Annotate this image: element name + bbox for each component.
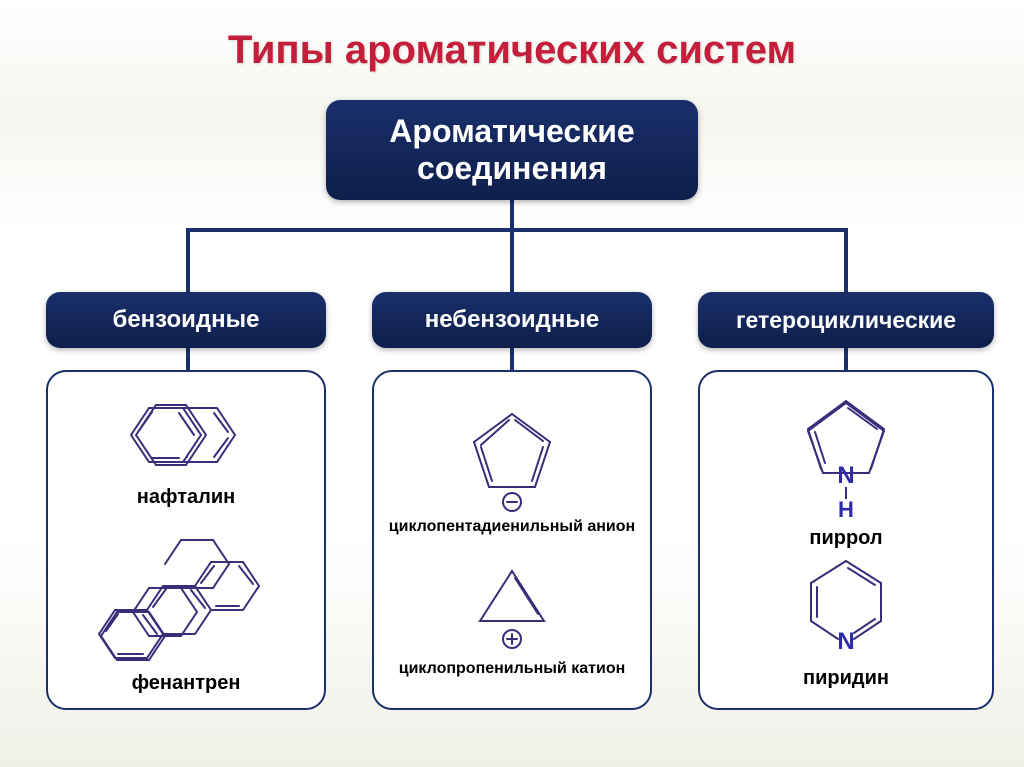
child-node-benzoid: бензоидные [46,292,326,348]
molecule-naphthalene: нафталин [111,390,261,508]
molecule-phenanthrene: фенантрен [81,526,291,694]
root-node: Ароматические соединения [326,100,698,200]
child-node-heterocyclic: гетероциклические [698,292,994,348]
heteroatom-n: N [837,462,854,489]
child-node-nonbenzoid: небензоидные [372,292,652,348]
connector [510,228,514,292]
phenanthrene-icon [81,526,291,666]
pyrrole-icon: N H [791,391,901,521]
connector [186,228,190,292]
cpd-anion-label: циклопентадиенильный анион [389,518,635,536]
cyclopentadienyl-anion-icon [457,402,567,512]
substituent-h: H [838,497,854,521]
pyrrole-label: пиррол [809,527,882,549]
molecule-pyridine: N пиридин [796,551,896,689]
heteroatom-n: N [837,628,854,655]
naphthalene-icon [111,390,261,480]
molecule-cpd-anion: циклопентадиенильный анион [389,402,635,536]
phenanthrene-label: фенантрен [132,672,241,694]
cpp-cation-label: циклопропенильный катион [399,660,626,678]
panel-nonbenzoid: циклопентадиенильный анион циклопропенил… [372,370,652,710]
panel-heterocyclic: N H пиррол N пиридин [698,370,994,710]
naphthalene-label: нафталин [137,486,235,508]
connector [186,348,190,372]
panel-benzoid: нафталин [46,370,326,710]
pyridine-label: пиридин [803,667,889,689]
connector [186,228,846,232]
cyclopropenyl-cation-icon [462,559,562,654]
pyridine-icon: N [796,551,896,661]
connector [510,200,514,230]
connector [844,228,848,292]
page-title: Типы ароматических систем [0,0,1024,73]
connector [844,348,848,372]
molecule-pyrrole: N H пиррол [791,391,901,549]
connector [510,348,514,372]
molecule-cpp-cation: циклопропенильный катион [399,559,626,678]
